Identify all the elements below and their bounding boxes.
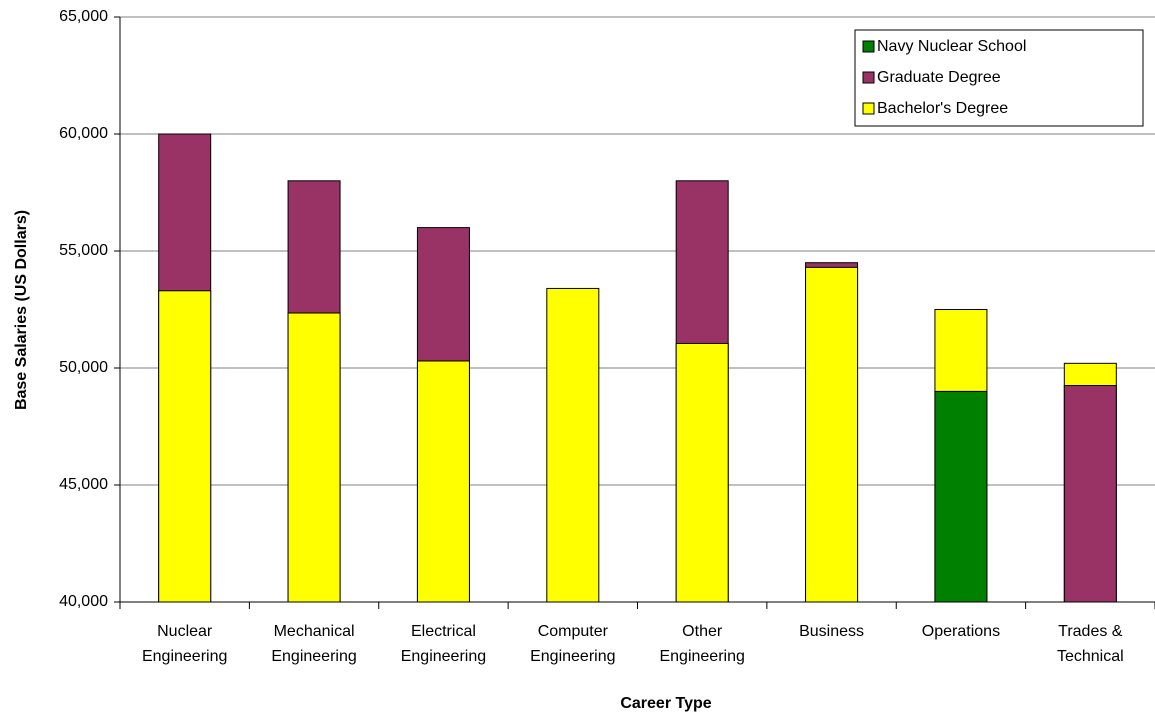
- x-tick-label: Nuclear: [157, 623, 213, 640]
- x-tick-label: Mechanical: [274, 623, 355, 640]
- bar: [805, 266, 859, 603]
- legend-swatch: [862, 102, 875, 115]
- y-tick-label: 65,000: [59, 8, 108, 25]
- x-tick-label: Technical: [1057, 648, 1124, 665]
- x-tick-label: Engineering: [271, 648, 356, 665]
- bar: [416, 360, 470, 603]
- x-tick-label: Engineering: [659, 648, 744, 665]
- legend-label: Graduate Degree: [877, 69, 1001, 86]
- y-tick-label: 40,000: [59, 593, 108, 610]
- bar: [287, 312, 341, 603]
- bar: [675, 342, 729, 603]
- y-axis-title: Base Salaries (US Dollars): [13, 210, 30, 410]
- x-tick-label: Electrical: [411, 623, 476, 640]
- bar: [546, 287, 600, 603]
- y-tick-label: 45,000: [59, 476, 108, 493]
- x-tick-label: Operations: [922, 623, 1000, 640]
- y-tick-label: 50,000: [59, 359, 108, 376]
- x-tick-label: Business: [799, 623, 864, 640]
- legend-label: Bachelor's Degree: [877, 100, 1008, 117]
- bar: [1063, 385, 1117, 603]
- legend-box: [854, 29, 1144, 127]
- x-tick-label: Trades &: [1058, 623, 1123, 640]
- x-tick-label: Engineering: [530, 648, 615, 665]
- x-tick-label: Computer: [538, 623, 609, 640]
- x-axis-title: Career Type: [620, 695, 711, 712]
- bar: [934, 390, 988, 603]
- y-tick-label: 55,000: [59, 242, 108, 259]
- x-tick-label: Other: [682, 623, 723, 640]
- x-tick-label: Engineering: [401, 648, 486, 665]
- x-tick-label: Engineering: [142, 648, 227, 665]
- legend-swatch: [862, 71, 875, 84]
- legend-label: Navy Nuclear School: [877, 38, 1026, 55]
- y-tick-label: 60,000: [59, 125, 108, 142]
- bar: [158, 290, 212, 603]
- legend-swatch: [862, 40, 875, 53]
